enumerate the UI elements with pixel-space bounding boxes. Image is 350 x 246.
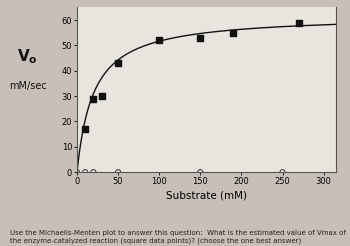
Point [91, 97, 96, 101]
Point [82, 170, 88, 174]
Point [230, 31, 236, 35]
Point [74, 170, 80, 174]
Point [91, 170, 96, 174]
Point [99, 94, 104, 98]
Point [82, 127, 88, 131]
Point [115, 170, 121, 174]
Point [115, 61, 121, 65]
Point [156, 38, 162, 42]
Point [197, 170, 203, 174]
Text: mM/sec: mM/sec [9, 81, 47, 92]
Text: $\mathbf{V_o}$: $\mathbf{V_o}$ [18, 47, 38, 66]
Text: Use the Michaelis-Menten plot to answer this question:  What is the estimated va: Use the Michaelis-Menten plot to answer … [10, 230, 346, 244]
Point [280, 170, 285, 174]
Point [296, 21, 302, 25]
Point [197, 36, 203, 40]
X-axis label: Substrate (mM): Substrate (mM) [166, 190, 247, 200]
